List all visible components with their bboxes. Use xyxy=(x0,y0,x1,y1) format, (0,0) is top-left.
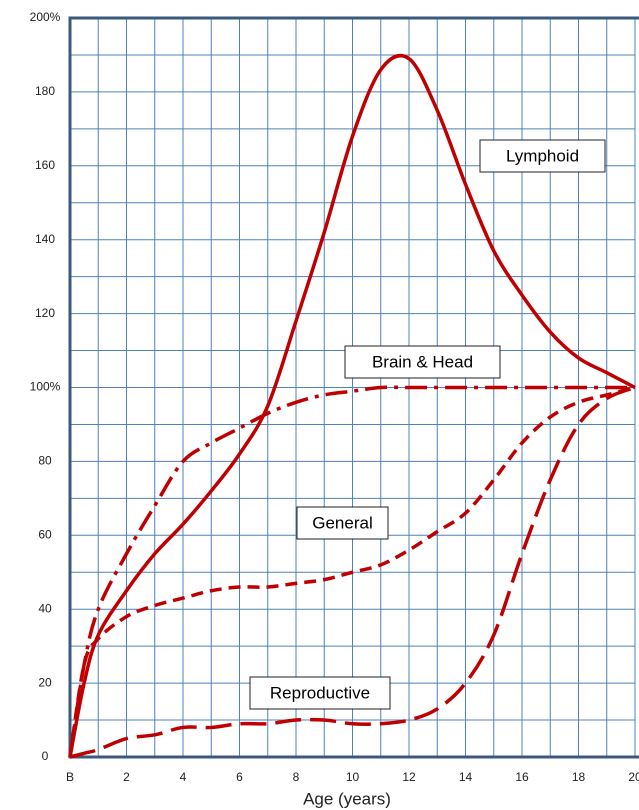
x-tick-label: 16 xyxy=(515,770,529,784)
legend-label: General xyxy=(312,513,372,532)
x-tick-label: 18 xyxy=(572,770,586,784)
y-tick-label: 0 xyxy=(42,749,49,763)
legend-label: Lymphoid xyxy=(506,146,579,165)
y-tick-label: 160 xyxy=(35,158,55,172)
x-tick-label: 10 xyxy=(346,770,360,784)
x-axis-title: Age (years) xyxy=(303,789,391,808)
legend-box xyxy=(344,345,501,379)
y-tick-label: 200% xyxy=(30,10,61,24)
x-tick-label: 20 xyxy=(628,770,639,784)
legend-label: Reproductive xyxy=(270,683,370,702)
y-tick-label: 20 xyxy=(38,675,52,689)
x-tick-label: 14 xyxy=(459,770,473,784)
y-tick-label: 60 xyxy=(38,527,52,541)
y-tick-label: 180 xyxy=(35,84,55,98)
x-tick-label: 6 xyxy=(236,770,243,784)
series-line xyxy=(68,385,635,758)
x-tick-label: 8 xyxy=(293,770,300,784)
y-tick-label: 80 xyxy=(38,454,52,468)
y-tick-label: 100% xyxy=(30,380,61,394)
legend-box xyxy=(479,139,606,173)
y-tick-label: 40 xyxy=(38,601,52,615)
x-tick-label: 2 xyxy=(123,770,130,784)
series-line xyxy=(68,385,636,758)
legend-box xyxy=(249,676,391,710)
plot-border xyxy=(68,16,639,759)
series-line xyxy=(69,385,636,759)
x-tick-label: 4 xyxy=(180,770,187,784)
y-tick-label: 140 xyxy=(35,232,55,246)
x-tick-label: B xyxy=(66,770,74,784)
legend-label: Brain & Head xyxy=(372,352,473,371)
legend-box xyxy=(296,506,389,540)
x-tick-label: 12 xyxy=(402,770,416,784)
y-tick-label: 120 xyxy=(35,306,55,320)
series-line xyxy=(68,53,636,758)
